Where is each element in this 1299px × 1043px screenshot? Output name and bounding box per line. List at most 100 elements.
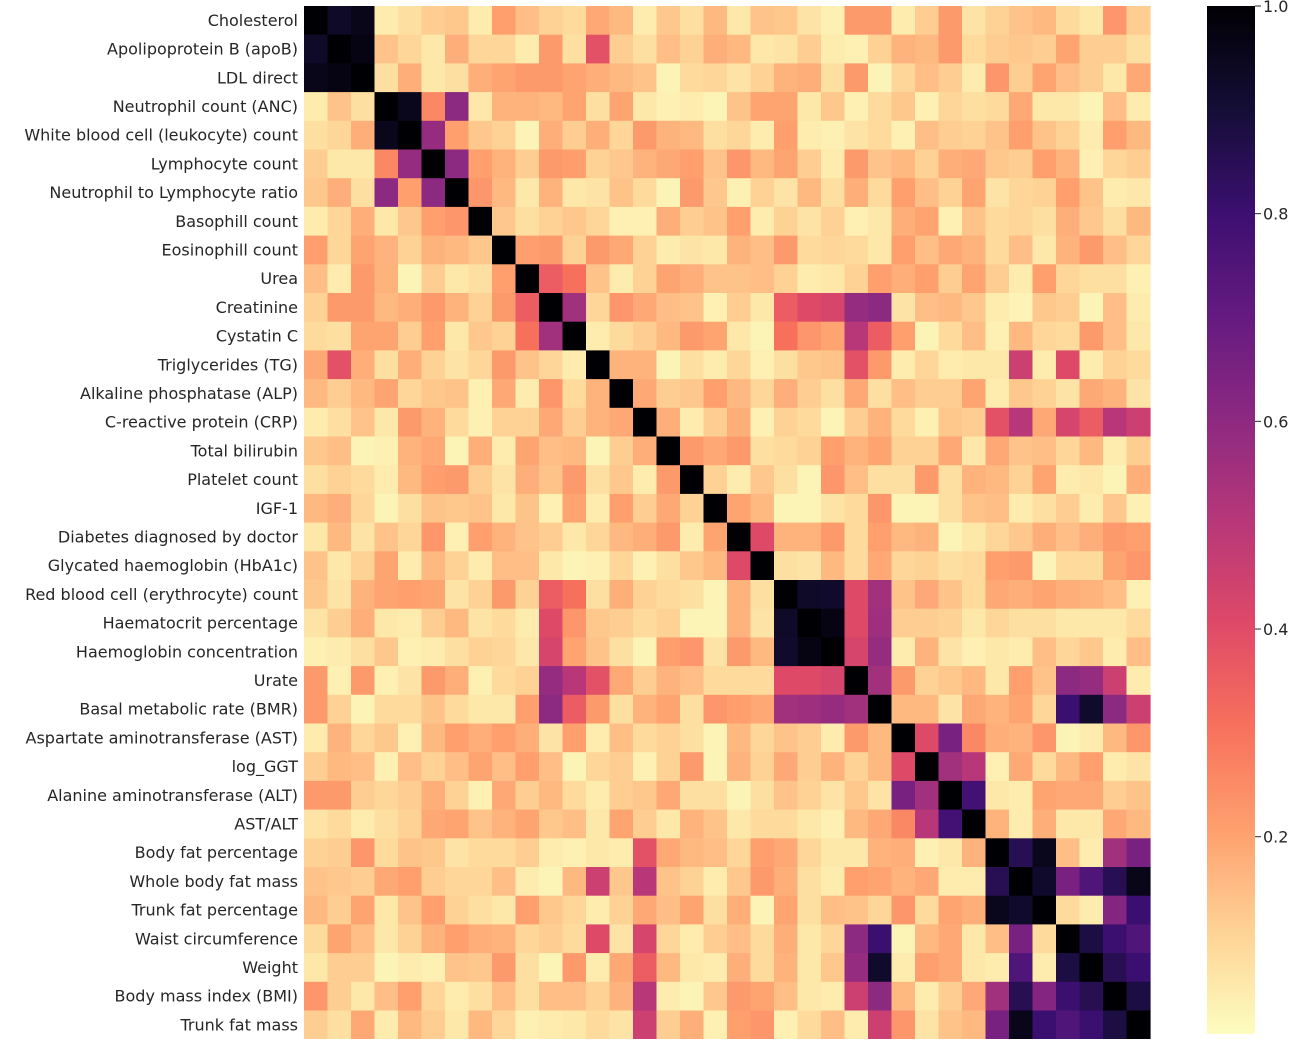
heatmap-cell — [633, 924, 658, 954]
heatmap-cell — [374, 178, 399, 208]
heatmap-cell — [985, 924, 1010, 954]
row-label: Alanine aminotransferase (ALT) — [47, 786, 298, 805]
heatmap-cell — [774, 838, 799, 868]
heatmap-cell — [821, 149, 846, 179]
heatmap-cell — [985, 493, 1010, 524]
heatmap-cell — [1079, 92, 1104, 122]
heatmap-cell — [727, 924, 752, 954]
heatmap-cell — [398, 493, 423, 524]
heatmap-cell — [539, 551, 564, 581]
heatmap-cell — [985, 780, 1010, 811]
heatmap-cell — [445, 723, 470, 753]
heatmap-cell — [938, 493, 963, 524]
row-label: log_GGT — [232, 757, 299, 777]
heatmap-cell — [445, 92, 470, 122]
heatmap-cell — [586, 780, 611, 811]
heatmap-cell — [468, 924, 493, 954]
heatmap-cell — [727, 350, 752, 380]
heatmap-cell — [421, 1010, 446, 1040]
heatmap-cell — [562, 34, 587, 64]
heatmap-cell — [1009, 493, 1034, 524]
heatmap-cell — [1056, 63, 1081, 93]
heatmap-cell — [985, 235, 1010, 265]
heatmap-cell — [468, 379, 493, 409]
heatmap-cell — [562, 92, 587, 122]
heatmap-cell — [750, 924, 775, 954]
heatmap-cell — [351, 981, 376, 1012]
heatmap-cell — [797, 493, 822, 524]
heatmap-cell — [774, 493, 799, 524]
heatmap-cell — [891, 379, 916, 409]
heatmap-cell — [962, 867, 987, 897]
heatmap-cell — [398, 120, 423, 151]
heatmap-cell — [609, 608, 634, 638]
heatmap-cell — [539, 407, 564, 438]
heatmap-cell — [1126, 522, 1151, 552]
heatmap-cell — [304, 92, 329, 122]
heatmap-cell — [633, 379, 658, 409]
heatmap-cell — [304, 264, 329, 294]
heatmap-cell — [703, 436, 728, 466]
heatmap-cells — [304, 6, 1151, 1040]
heatmap-cell — [1126, 293, 1151, 323]
heatmap-cell — [750, 92, 775, 122]
heatmap-cell — [374, 752, 399, 782]
heatmap-cell — [445, 206, 470, 237]
heatmap-cell — [1126, 867, 1151, 897]
heatmap-cell — [1032, 981, 1057, 1012]
heatmap-cell — [1009, 264, 1034, 294]
heatmap-cell — [1032, 809, 1057, 839]
heatmap-cell — [962, 809, 987, 839]
heatmap-cell — [468, 293, 493, 323]
heatmap-cell — [844, 321, 869, 351]
heatmap-cell — [821, 752, 846, 782]
heatmap-cell — [327, 580, 352, 610]
heatmap-cell — [703, 465, 728, 495]
heatmap-cell — [774, 666, 799, 696]
heatmap-cell — [421, 637, 446, 667]
heatmap-cell — [445, 924, 470, 954]
heatmap-cell — [938, 1010, 963, 1040]
heatmap-cell — [445, 6, 470, 36]
heatmap-cell — [327, 867, 352, 897]
heatmap-cell — [868, 895, 893, 925]
heatmap-cell — [891, 321, 916, 351]
heatmap-cell — [797, 34, 822, 64]
heatmap-cell — [1126, 350, 1151, 380]
heatmap-cell — [656, 637, 681, 667]
heatmap-cell — [586, 436, 611, 466]
heatmap-cell — [633, 264, 658, 294]
heatmap-cell — [633, 465, 658, 495]
heatmap-cell — [680, 953, 705, 983]
heatmap-cell — [562, 149, 587, 179]
heatmap-cell — [962, 149, 987, 179]
heatmap-cell — [891, 178, 916, 208]
heatmap-cell — [962, 953, 987, 983]
heatmap-cell — [609, 34, 634, 64]
heatmap-cell — [421, 608, 446, 638]
heatmap-cell — [915, 149, 940, 179]
heatmap-cell — [891, 149, 916, 179]
heatmap-cell — [774, 752, 799, 782]
heatmap-cell — [468, 63, 493, 93]
heatmap-cell — [656, 92, 681, 122]
heatmap-cell — [915, 666, 940, 696]
heatmap-cell — [1079, 63, 1104, 93]
heatmap-cell — [844, 493, 869, 524]
heatmap-cell — [821, 120, 846, 151]
heatmap-cell — [938, 867, 963, 897]
heatmap-cell — [351, 694, 376, 725]
heatmap-cell — [891, 953, 916, 983]
heatmap-cell — [985, 178, 1010, 208]
heatmap-cell — [633, 63, 658, 93]
heatmap-cell — [562, 493, 587, 524]
heatmap-cell — [351, 752, 376, 782]
heatmap-cell — [985, 981, 1010, 1012]
heatmap-cell — [727, 723, 752, 753]
heatmap-cell — [351, 34, 376, 64]
heatmap-cell — [374, 465, 399, 495]
heatmap-cell — [586, 551, 611, 581]
heatmap-cell — [492, 436, 517, 466]
heatmap-cell — [609, 120, 634, 151]
heatmap-cell — [1056, 752, 1081, 782]
